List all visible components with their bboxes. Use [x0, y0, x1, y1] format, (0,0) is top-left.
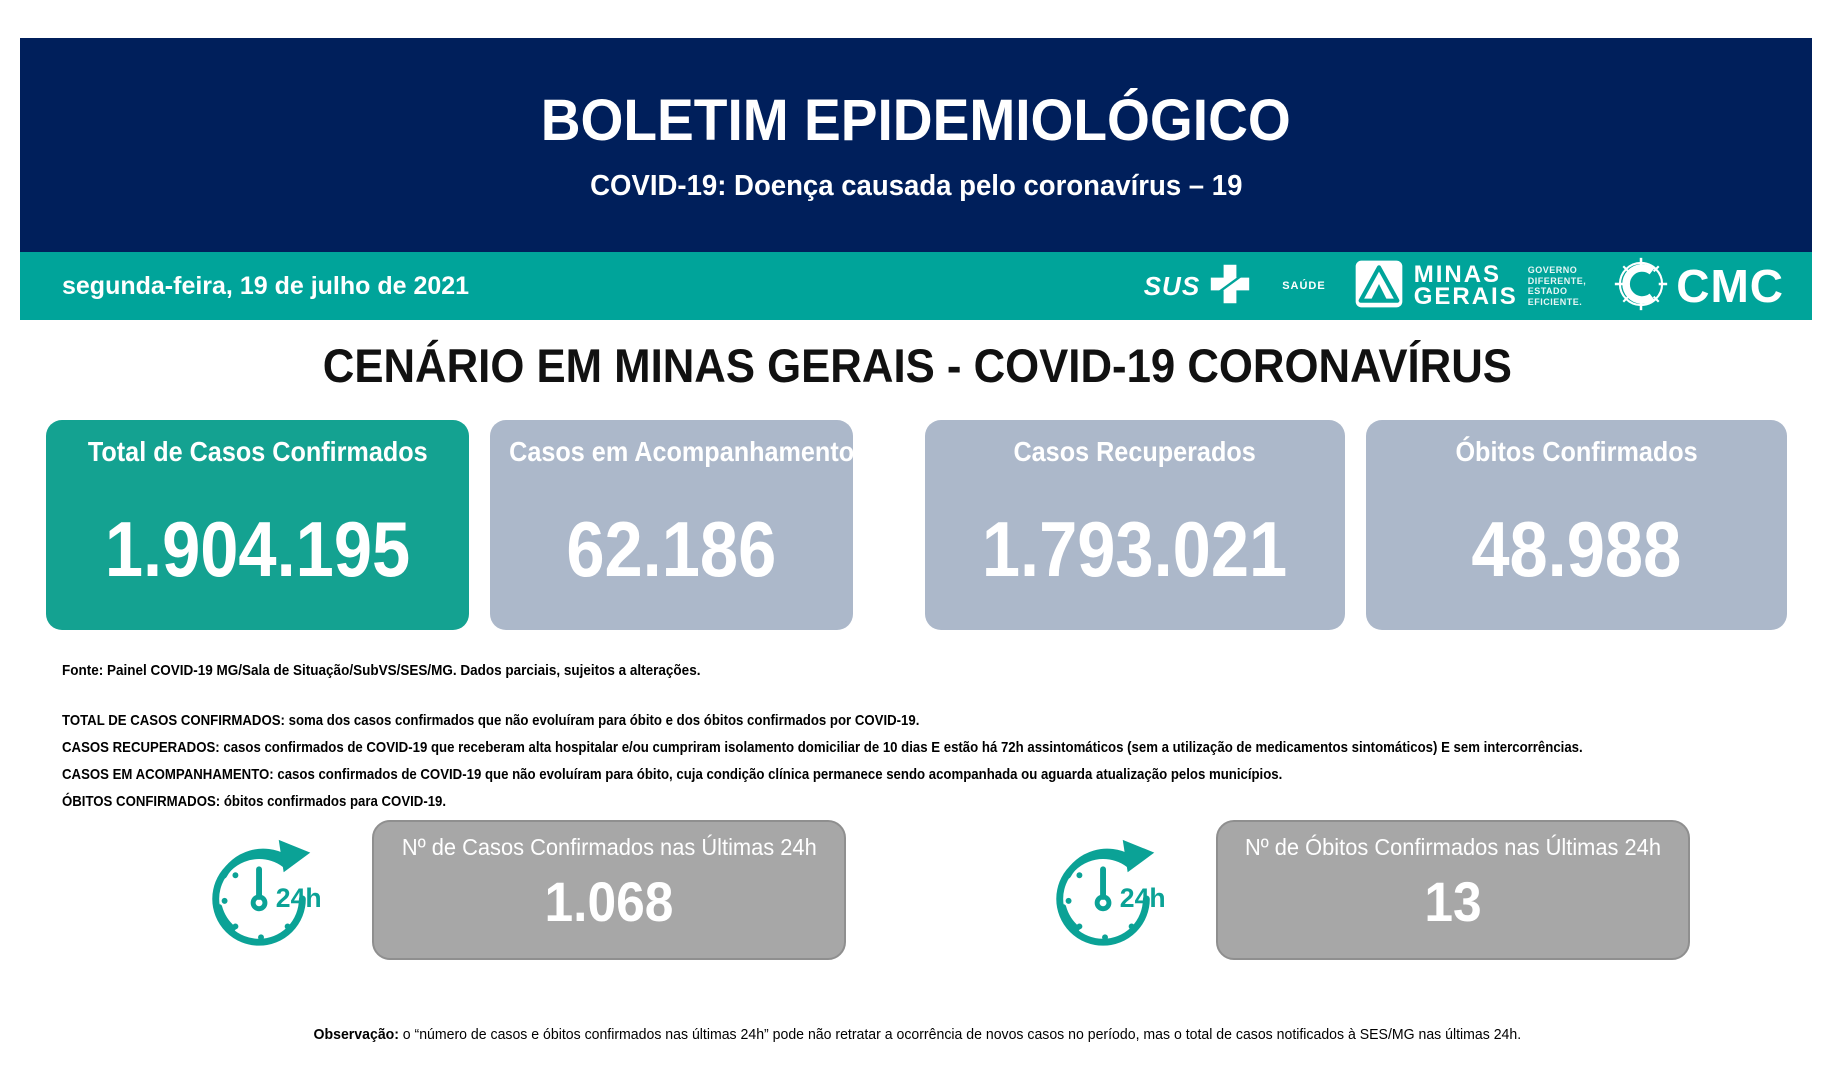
cases-24h-value: 1.068 — [544, 870, 674, 933]
stat-card-obitos: Óbitos Confirmados 48.988 — [1366, 420, 1787, 630]
bulletin-title: BOLETIM EPIDEMIOLÓGICO — [541, 88, 1291, 153]
definitions-block: TOTAL DE CASOS CONFIRMADOS: soma dos cas… — [62, 712, 1790, 820]
stat-card-label: Total de Casos Confirmados — [87, 436, 428, 467]
definition-recuperados: CASOS RECUPERADOS: casos confirmados de … — [62, 739, 1583, 756]
observation-text: o “número de casos e óbitos confirmados … — [402, 1026, 1522, 1043]
cases-24h-label: Nº de Casos Confirmados nas Últimas 24h — [401, 834, 817, 860]
stat-card-value: 1.904.195 — [104, 504, 411, 593]
slogan-line: GOVERNO — [1527, 265, 1578, 275]
sus-label: SUS — [1143, 270, 1201, 301]
svg-text:24h: 24h — [276, 883, 322, 913]
deaths-24h-value: 13 — [1424, 870, 1482, 933]
definition-total-confirmados: TOTAL DE CASOS CONFIRMADOS: soma dos cas… — [62, 712, 920, 729]
slogan-line: DIFERENTE, — [1527, 275, 1587, 286]
source-note: Fonte: Painel COVID-19 MG/Sala de Situaç… — [62, 662, 701, 679]
minas-gerais-logo: MINAS GERAIS GOVERNO DIFERENTE, ESTADO E… — [1354, 259, 1587, 314]
minas-word: MINAS — [1413, 261, 1502, 288]
gerais-word: GERAIS — [1413, 283, 1518, 310]
svg-text:24h: 24h — [1120, 883, 1166, 913]
stat-card-label: Casos Recuperados — [1013, 436, 1257, 467]
governo-slogan: GOVERNO DIFERENTE, ESTADO EFICIENTE. — [1528, 265, 1587, 307]
cmc-compass-icon — [1614, 257, 1668, 316]
stat-card-value: 48.988 — [1471, 504, 1682, 593]
slogan-line: EFICIENTE. — [1527, 296, 1583, 307]
stat-card-label: Óbitos Confirmados — [1455, 436, 1698, 467]
24h-clock-icon: 24h — [1042, 828, 1170, 956]
minas-gerais-triangle-icon — [1354, 259, 1404, 314]
cmc-label: CMC — [1676, 260, 1784, 312]
minas-gerais-wordmark: MINAS GERAIS — [1413, 261, 1518, 310]
logo-strip: SUS SAÚDE MINA — [1144, 257, 1784, 316]
header-banner: BOLETIM EPIDEMIOLÓGICO COVID-19: Doença … — [20, 38, 1812, 252]
bulletin-date: segunda-feira, 19 de julho de 2021 — [62, 271, 470, 300]
definition-acompanhamento: CASOS EM ACOMPANHAMENTO: casos confirmad… — [62, 766, 1283, 783]
deaths-24h-label: Nº de Óbitos Confirmados nas Últimas 24h — [1244, 834, 1662, 860]
cases-24h-box: Nº de Casos Confirmados nas Últimas 24h … — [372, 820, 846, 960]
definition-obitos: ÓBITOS CONFIRMADOS: óbitos confirmados p… — [62, 793, 447, 810]
deaths-24h-box: Nº de Óbitos Confirmados nas Últimas 24h… — [1216, 820, 1690, 960]
stat-card-acompanhamento: Casos em Acompanhamento 62.186 — [490, 420, 855, 630]
stat-card-value: 62.186 — [566, 504, 777, 593]
stat-card-label: Casos em Acompanhamento — [509, 436, 855, 467]
sus-logo: SUS — [1144, 260, 1254, 313]
date-logo-bar: segunda-feira, 19 de julho de 2021 SUS S… — [20, 252, 1812, 320]
sus-cross-icon — [1206, 260, 1254, 313]
24h-clock-icon: 24h — [198, 828, 326, 956]
slogan-line: ESTADO — [1527, 286, 1568, 296]
stat-card-value: 1.793.021 — [982, 504, 1288, 593]
stat-card-recuperados: Casos Recuperados 1.793.021 — [925, 420, 1345, 630]
saude-label: SAÚDE — [1282, 280, 1326, 292]
cmc-logo: CMC — [1614, 257, 1784, 316]
observation-note: Observação: o “número de casos e óbitos c… — [0, 1026, 1835, 1043]
bulletin-subtitle: COVID-19: Doença causada pelo coronavíru… — [589, 170, 1243, 202]
stat-card-total-confirmados: Total de Casos Confirmados 1.904.195 — [46, 420, 469, 630]
section-title: CENÁRIO EM MINAS GERAIS - COVID-19 CORON… — [322, 339, 1513, 392]
observation-label: Observação: — [313, 1026, 400, 1043]
